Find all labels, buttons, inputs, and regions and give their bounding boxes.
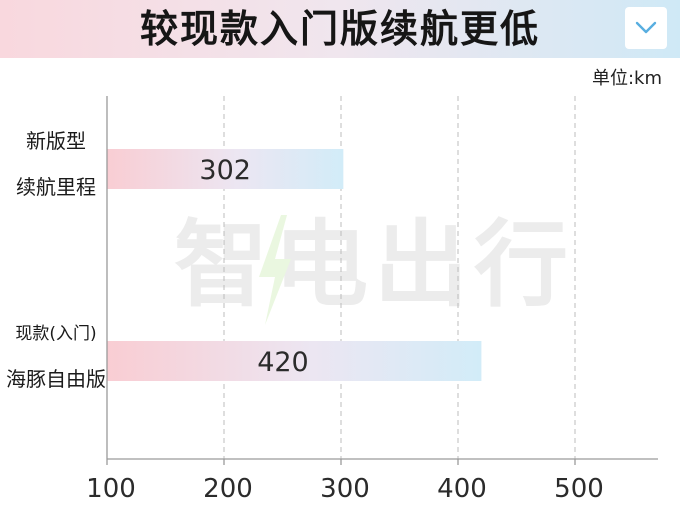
lightning-bolt-icon <box>259 215 291 325</box>
category-label: 新版型 <box>26 129 86 153</box>
data-label: 420 <box>257 347 309 378</box>
watermark: 智电出行 <box>174 211 575 320</box>
x-tick-label: 200 <box>203 474 253 504</box>
page-title: 较现款入门版续航更低 <box>139 7 540 51</box>
x-tick-label: 500 <box>554 474 604 504</box>
category-label: 现款(入门) <box>15 324 97 344</box>
bar <box>107 149 344 189</box>
data-label: 302 <box>199 155 251 186</box>
title-banner <box>0 0 680 58</box>
chevron-down-button[interactable] <box>625 7 667 49</box>
x-tick-label: 300 <box>320 474 370 504</box>
unit-label: 单位:km <box>591 68 662 89</box>
category-label: 海豚自由版 <box>6 367 106 391</box>
x-tick-label: 100 <box>86 474 136 504</box>
chevron-down-icon <box>635 21 657 34</box>
x-tick-label: 400 <box>437 474 487 504</box>
category-label: 续航里程 <box>16 175 96 199</box>
bar <box>107 341 482 381</box>
